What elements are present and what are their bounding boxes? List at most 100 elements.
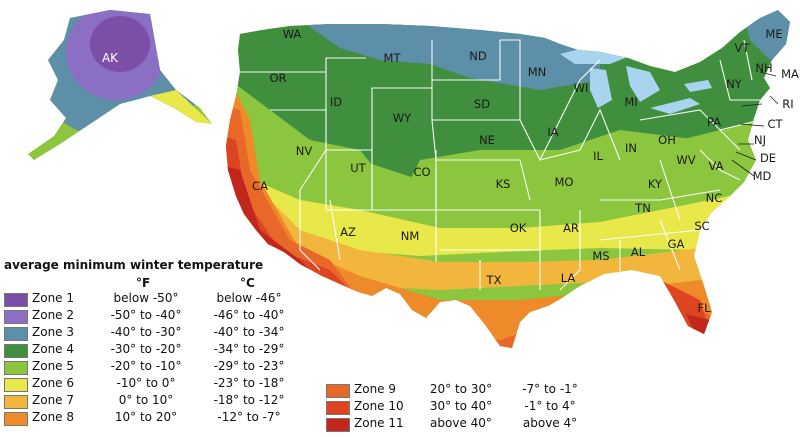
legend-unit-row: °F °C (4, 276, 324, 291)
zone-color-swatch (326, 401, 350, 415)
state-label-oh: OH (658, 133, 676, 147)
state-label-ok: OK (510, 221, 527, 235)
state-label-va: VA (709, 159, 724, 173)
state-label-nm: NM (401, 229, 420, 243)
zone-celsius-range: -18° to -12° (213, 393, 285, 407)
state-label-sc: SC (694, 219, 709, 233)
zone-color-swatch (4, 395, 28, 409)
legend-zone-row: Zone 4 -30° to -20° -34° to -29° (4, 342, 324, 359)
legend-zones-right: Zone 9 20° to 30° -7° to -1° Zone 10 30° to … (326, 382, 646, 433)
zone-name: Zone 7 (32, 393, 74, 407)
zone-color-swatch (4, 378, 28, 392)
state-label-mi: MI (624, 95, 637, 109)
zone-name: Zone 4 (32, 342, 74, 356)
state-label-ia: IA (547, 125, 558, 139)
zone-name: Zone 11 (354, 416, 404, 430)
state-label-ma: MA (781, 67, 799, 81)
zone-name: Zone 2 (32, 308, 74, 322)
zone-fahrenheit-range: -30° to -20° (110, 342, 182, 356)
legend-title: average minimum winter temperature (4, 258, 264, 272)
zone-color-swatch (4, 310, 28, 324)
state-label-ak: AK (102, 51, 119, 65)
zone-celsius-range: -29° to -23° (213, 359, 285, 373)
state-label-ri: RI (782, 97, 793, 111)
state-label-nc: NC (706, 191, 723, 205)
state-label-in: IN (625, 141, 637, 155)
zone-fahrenheit-range: above 40° (430, 416, 492, 430)
unit-fahrenheit: °F (136, 276, 151, 290)
zone-fahrenheit-range: -20° to -10° (110, 359, 182, 373)
legend-zone-row: Zone 1 below -50° below -46° (4, 291, 324, 308)
legend-zones-left: Zone 1 below -50° below -46° Zone 2 -50° to … (4, 291, 324, 427)
state-label-ar: AR (563, 221, 579, 235)
state-label-mt: MT (384, 51, 402, 65)
state-label-nj: NJ (754, 133, 766, 147)
state-label-nh: NH (755, 61, 772, 75)
state-label-nd: ND (469, 49, 487, 63)
legend-zone-row: Zone 7 0° to 10° -18° to -12° (4, 393, 324, 410)
state-label-co: CO (413, 165, 430, 179)
zone-fahrenheit-range: -10° to 0° (116, 376, 176, 390)
state-label-ms: MS (592, 249, 609, 263)
state-label-de: DE (760, 151, 776, 165)
zone-fahrenheit-range: below -50° (113, 291, 179, 305)
state-label-ct: CT (767, 117, 783, 131)
state-label-az: AZ (340, 225, 356, 239)
zone-celsius-range: -12° to -7° (217, 410, 281, 424)
state-label-pa: PA (707, 115, 721, 129)
state-label-vt: VT (735, 41, 751, 55)
state-label-fl: FL (697, 301, 711, 315)
zone-name: Zone 10 (354, 399, 404, 413)
zone-celsius-range: -23° to -18° (213, 376, 285, 390)
legend-zone-row: Zone 11 above 40° above 4° (326, 416, 646, 433)
state-label-il: IL (593, 149, 603, 163)
state-label-nv: NV (296, 144, 313, 158)
state-label-or: OR (269, 71, 286, 85)
state-label-al: AL (631, 245, 646, 259)
zone-fahrenheit-range: 30° to 40° (429, 399, 493, 413)
zone-name: Zone 9 (354, 382, 396, 396)
zone-celsius-range: -46° to -40° (213, 308, 285, 322)
legend-zone-row: Zone 6 -10° to 0° -23° to -18° (4, 376, 324, 393)
zone-color-swatch (4, 327, 28, 341)
zone-name: Zone 3 (32, 325, 74, 339)
zone-color-swatch (326, 384, 350, 398)
legend-zone-row: Zone 8 10° to 20° -12° to -7° (4, 410, 324, 427)
state-label-me: ME (765, 27, 782, 41)
zone-fahrenheit-range: 20° to 30° (429, 382, 493, 396)
state-label-ny: NY (726, 77, 743, 91)
state-label-wi: WI (574, 81, 589, 95)
state-label-id: ID (330, 95, 342, 109)
zone-celsius-range: -40° to -34° (213, 325, 285, 339)
state-label-sd: SD (474, 97, 490, 111)
zone-celsius-range: -34° to -29° (213, 342, 285, 356)
unit-celsius: °C (240, 276, 255, 290)
zone-fahrenheit-range: -40° to -30° (110, 325, 182, 339)
legend-zone-row: Zone 10 30° to 40° -1° to 4° (326, 399, 646, 416)
zone-fahrenheit-range: -50° to -40° (110, 308, 182, 322)
zone-fahrenheit-range: 10° to 20° (114, 410, 178, 424)
legend-zone-row: Zone 5 -20° to -10° -29° to -23° (4, 359, 324, 376)
legend: average minimum winter temperature °F °C… (4, 258, 324, 427)
zone-name: Zone 8 (32, 410, 74, 424)
state-label-tn: TN (634, 201, 651, 215)
zone-name: Zone 6 (32, 376, 74, 390)
zone-celsius-range: -1° to 4° (524, 399, 576, 413)
state-label-ga: GA (668, 237, 685, 251)
state-label-la: LA (561, 271, 576, 285)
state-label-ut: UT (350, 161, 366, 175)
state-label-wa: WA (283, 27, 302, 41)
zone-fahrenheit-range: 0° to 10° (118, 393, 174, 407)
zone-celsius-range: -7° to -1° (522, 382, 578, 396)
zone-name: Zone 1 (32, 291, 74, 305)
legend-zone-row: Zone 3 -40° to -30° -40° to -34° (4, 325, 324, 342)
state-label-md: MD (753, 169, 772, 183)
state-label-wy: WY (393, 111, 412, 125)
zone-color-swatch (4, 412, 28, 426)
state-label-wv: WV (676, 153, 695, 167)
zone-celsius-range: below -46° (216, 291, 282, 305)
zone-color-swatch (4, 344, 28, 358)
state-label-mn: MN (528, 65, 547, 79)
